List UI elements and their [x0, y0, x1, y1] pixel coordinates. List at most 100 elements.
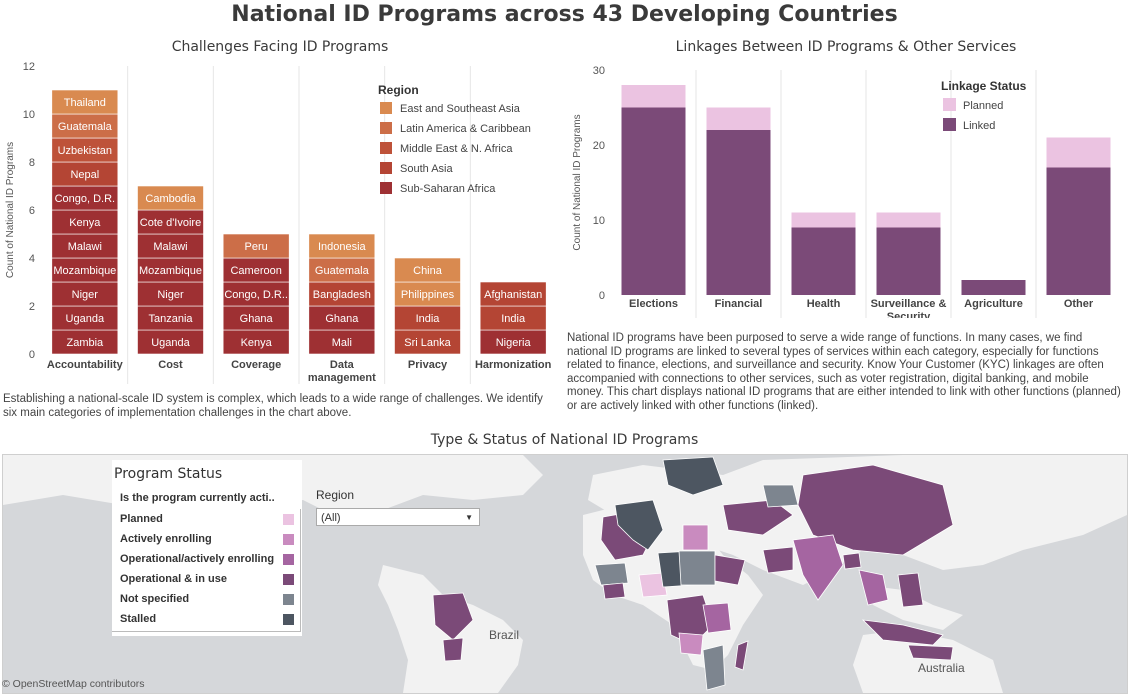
country-shape[interactable] [714, 554, 746, 586]
y-tick-label: 12 [23, 61, 35, 73]
bar-segment [137, 257, 204, 283]
world-map[interactable] [3, 455, 1127, 693]
x-tick-label: Agriculture [964, 298, 1023, 310]
country-shape[interactable] [662, 456, 724, 496]
status-swatch [283, 514, 294, 525]
bar-data-label: Uganda [151, 337, 190, 349]
legend-entry: Middle East & N. Africa [400, 143, 513, 155]
map-label-australia: Australia [918, 661, 965, 675]
country-shape[interactable] [734, 640, 749, 671]
bar-segment [51, 137, 119, 163]
bar-segment [876, 227, 941, 295]
country-shape[interactable] [762, 546, 794, 574]
country-shape[interactable] [638, 572, 668, 598]
linkages-chart: 0 10 20 30 Count of National ID Programs Elec… [572, 65, 1111, 318]
challenges-chart-title: Challenges Facing ID Programs [171, 39, 389, 55]
bar-segment [706, 107, 771, 130]
bar-segment [222, 305, 290, 331]
map-label-brazil: Brazil [489, 628, 520, 642]
country-shape[interactable] [842, 552, 862, 570]
country-shape[interactable] [678, 550, 716, 586]
y-tick-label: 2 [29, 301, 35, 313]
country-shape[interactable] [897, 572, 924, 608]
y-tick-label: 8 [29, 157, 35, 169]
country-shape[interactable] [442, 637, 464, 662]
country-shape[interactable] [797, 464, 954, 556]
region-filter: Region (All) ▼ [316, 488, 480, 526]
country-shape[interactable] [702, 644, 726, 691]
legend-swatch [943, 118, 956, 131]
bar-segment [308, 329, 376, 355]
bar-segment [137, 233, 204, 259]
country-shape[interactable] [432, 592, 474, 641]
map-legend: Program Status Is the program currently … [112, 460, 302, 636]
y-tick-label: 30 [593, 65, 605, 77]
country-shape[interactable] [682, 524, 709, 551]
bar-segment [876, 212, 941, 228]
bar-data-label: Nepal [70, 169, 99, 181]
bar-segment [222, 233, 290, 259]
status-legend-item[interactable]: Operational & in use [120, 573, 227, 585]
country-shape[interactable] [762, 484, 799, 508]
map-legend-title: Program Status [114, 466, 223, 482]
x-tick-label: Cost [158, 359, 183, 371]
bar-data-label: Sri Lanka [404, 337, 451, 349]
bar-data-label: Mali [332, 337, 352, 349]
legend-entry: East and Southeast Asia [400, 103, 521, 115]
country-shape[interactable] [602, 582, 626, 600]
status-legend-item[interactable]: Planned [120, 513, 163, 525]
bar-data-label: India [416, 313, 441, 325]
country-markers [432, 456, 954, 691]
x-tick-label: Data [330, 359, 355, 371]
map-title: Type & Status of National ID Programs [430, 432, 699, 448]
bar-segment [479, 281, 547, 307]
bar-segment [137, 305, 204, 331]
x-tick-label: Other [1064, 298, 1094, 310]
y-tick-label: 6 [29, 205, 35, 217]
chevron-down-icon[interactable]: ▼ [465, 513, 473, 522]
status-swatch [283, 594, 294, 605]
bar-segment [394, 281, 461, 307]
bar-segment [51, 305, 119, 331]
country-shape[interactable] [792, 534, 844, 601]
bar-data-label: Mozambique [53, 265, 116, 277]
bar-segment [621, 107, 686, 295]
bar-data-label: Uzbekistan [58, 145, 112, 157]
status-legend-item[interactable]: Operational/actively enrolling [120, 553, 275, 565]
country-shape[interactable] [614, 499, 664, 551]
legend-swatch [380, 142, 392, 154]
bar-segment [51, 89, 119, 115]
bar-data-label: Bangladesh [313, 289, 371, 301]
bar-segment [479, 329, 547, 355]
bar-segment [222, 257, 290, 283]
y-tick-label: 10 [23, 109, 35, 121]
x-tick-label: management [308, 372, 376, 384]
country-shape[interactable] [861, 619, 944, 646]
country-shape[interactable] [594, 562, 629, 586]
country-shape[interactable] [722, 499, 794, 536]
bar-segment [308, 305, 376, 331]
country-shape[interactable] [678, 632, 704, 656]
bar-data-label: Ghana [240, 313, 274, 325]
country-shape[interactable] [702, 602, 732, 634]
legend-entry: South Asia [400, 163, 453, 175]
country-shape[interactable] [907, 644, 954, 661]
status-legend-item[interactable]: Stalled [120, 613, 157, 625]
status-legend-item[interactable]: Not specified [120, 593, 190, 605]
bar-segment [51, 185, 119, 211]
bar-segment [137, 185, 204, 211]
bar-segment [222, 281, 290, 307]
legend-entry: Linked [963, 120, 995, 132]
status-legend-item[interactable]: Actively enrolling [120, 533, 212, 545]
legend-swatch [380, 162, 392, 174]
bar-data-label: Kenya [69, 217, 101, 229]
x-tick-label: Elections [629, 298, 678, 310]
x-tick-label: Security [887, 311, 931, 318]
bar-data-label: Cote d'Ivoire [140, 217, 201, 229]
bar-data-label: Nigeria [496, 337, 532, 349]
region-dropdown[interactable]: (All) ▼ [316, 508, 480, 526]
country-shape[interactable] [858, 569, 889, 606]
bar-segment [222, 329, 290, 355]
y-axis-label: Count of National ID Programs [5, 142, 16, 278]
bar-segment [137, 329, 204, 355]
